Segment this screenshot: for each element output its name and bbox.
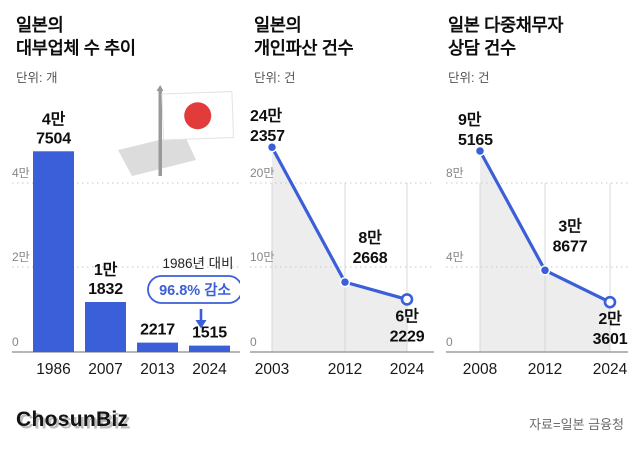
value-label: 1만 — [94, 261, 118, 279]
value-label: 2357 — [250, 128, 285, 145]
chart-header-counseling: 일본 다중채무자 상담 건수 단위: 건 — [448, 14, 628, 86]
annotation-badge-text: 96.8% 감소 — [159, 281, 231, 299]
bar — [33, 151, 74, 352]
bar — [189, 345, 230, 352]
flag-sun-circle — [184, 102, 212, 130]
source-credit: 자료=일본 금융청 — [529, 417, 624, 432]
axis-tick-label: 4만 — [446, 250, 464, 264]
chart-title: 일본의 개인파산 건수 — [254, 14, 438, 60]
chart-title-line2: 개인파산 건수 — [254, 38, 354, 59]
annotation-badge — [147, 275, 240, 304]
data-point — [474, 145, 486, 157]
chart-title-line1: 일본의 — [16, 15, 64, 35]
counseling-line-chart: 8만 4만 0 9만 5165 2008 3만 8677 2012 2만 3601 2024 — [446, 111, 628, 378]
chart-title: 일본 다중채무자 상담 건수 — [448, 14, 628, 60]
flag-pole-tip — [156, 85, 164, 91]
value-label: 2217 — [140, 322, 175, 339]
chosunbiz-logo: ChosunBiz — [16, 408, 129, 431]
data-point — [539, 265, 551, 276]
value-label: 5165 — [458, 132, 493, 149]
value-label: 8677 — [553, 238, 588, 255]
value-label: 1832 — [88, 281, 123, 298]
axis-year-label: 2007 — [88, 361, 122, 378]
area-fill — [480, 150, 610, 352]
chart-header-bankruptcy: 일본의 개인파산 건수 단위: 건 — [254, 14, 438, 86]
axis-tick-label: 2만 — [12, 250, 30, 264]
value-label: 3601 — [593, 331, 628, 348]
axis-year-label: 2024 — [593, 361, 628, 378]
bankruptcy-line-chart: 20만 10만 0 24만 2357 2003 8만 2668 2012 6만 2229 2024 — [250, 107, 434, 378]
axis-year-label: 2012 — [528, 361, 562, 378]
chart-header-moneylenders: 일본의 대부업체 수 추이 단위: 개 — [16, 14, 242, 86]
chart-title-line1: 일본의 — [254, 15, 302, 35]
axis-year-label: 2003 — [255, 361, 289, 378]
value-label: 3만 — [558, 217, 582, 235]
chart-unit-label: 단위: 건 — [254, 71, 296, 86]
value-label: 7504 — [36, 130, 71, 147]
bar — [85, 302, 126, 352]
axis-year-label: 2008 — [463, 361, 497, 378]
axis-tick-label: 0 — [446, 335, 453, 349]
value-label: 2668 — [353, 250, 388, 267]
flag-shadow — [118, 134, 196, 176]
moneylenders-bar-chart: 4만 2만 0 4만 7504 1986 1만 1832 2007 2217 2013 1515 202… — [12, 110, 240, 378]
axis-tick-label: 10만 — [250, 250, 274, 264]
chart-title-line2: 대부업체 수 추이 — [16, 38, 136, 59]
data-point — [400, 293, 414, 306]
axis-year-label: 2013 — [140, 361, 174, 378]
chart-unit-label: 단위: 건 — [448, 71, 490, 86]
value-label: 8만 — [358, 229, 382, 247]
value-label: 4만 — [42, 110, 66, 128]
annotation-text: 1986년 대비 — [162, 256, 233, 271]
axis-tick-label: 8만 — [446, 166, 464, 180]
chart-title: 일본의 대부업체 수 추이 — [16, 14, 242, 60]
axis-tick-label: 0 — [250, 335, 257, 349]
axis-year-label: 2024 — [192, 361, 227, 378]
value-label: 24만 — [250, 107, 282, 125]
axis-year-label: 2012 — [328, 361, 362, 378]
value-label: 1515 — [192, 325, 227, 342]
data-point — [339, 276, 351, 288]
flag-pole — [158, 90, 162, 176]
data-point — [266, 141, 278, 153]
data-point — [603, 295, 617, 309]
value-label: 2만 — [598, 310, 622, 328]
value-label: 9만 — [458, 111, 482, 129]
axis-tick-label: 0 — [12, 335, 19, 349]
down-arrow-icon — [195, 320, 207, 329]
chart-title-line2: 상담 건수 — [448, 38, 516, 59]
area-fill — [272, 147, 407, 352]
axis-year-label: 2024 — [390, 361, 425, 378]
axis-tick-label: 4만 — [12, 166, 30, 180]
axis-tick-label: 20만 — [250, 166, 274, 180]
value-label: 2229 — [390, 328, 425, 345]
japan-flag-icon — [118, 85, 235, 176]
value-label: 6만 — [395, 307, 419, 325]
axis-year-label: 1986 — [36, 361, 70, 378]
chart-unit-label: 단위: 개 — [16, 71, 58, 86]
chart-title-line1: 일본 다중채무자 — [448, 15, 564, 35]
bar — [137, 342, 178, 352]
